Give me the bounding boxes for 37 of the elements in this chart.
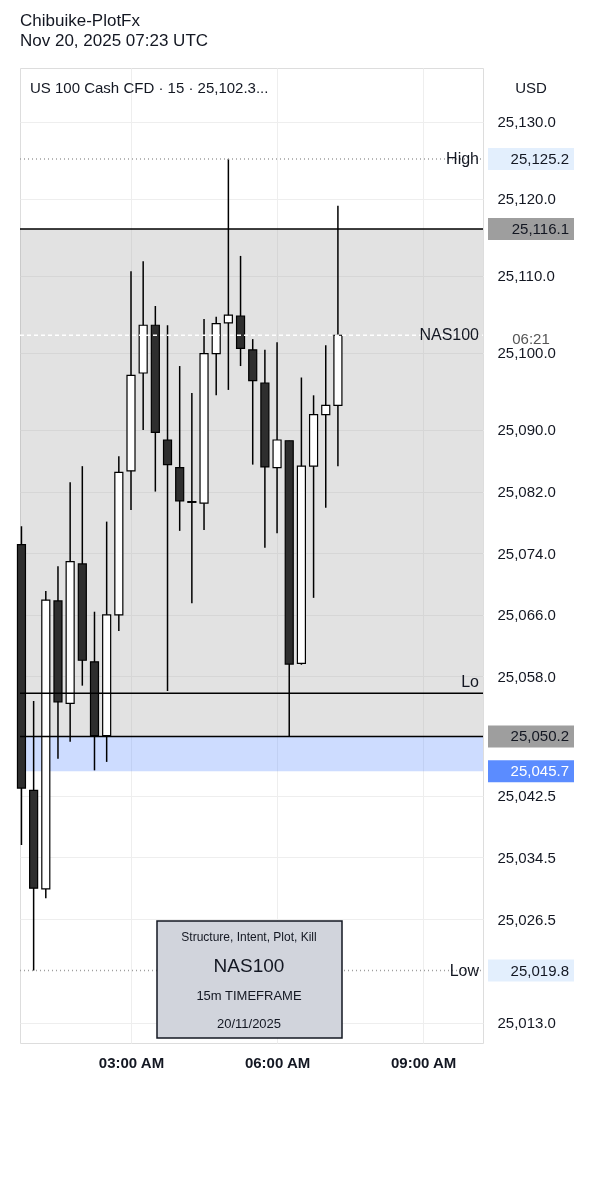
annotation: Lo <box>461 673 480 691</box>
annotation: Low <box>449 961 480 979</box>
annotation: NAS100 <box>213 955 285 976</box>
annotation: NAS100 <box>419 326 480 344</box>
x-tick-label: 06:00 AM <box>244 1053 311 1071</box>
candlestick <box>321 344 331 509</box>
y-tick-label: 25,026.5 <box>497 910 556 928</box>
annotation: High <box>446 149 479 167</box>
x-tick-label: 09:00 AM <box>390 1053 457 1071</box>
annotation: Structure, Intent, Plot, Kill <box>181 930 317 944</box>
annotation: 15m TIMEFRAME <box>196 988 302 1003</box>
y-tick-label: 25,066.0 <box>497 606 556 624</box>
ref-line-label: 25,116.1 <box>511 219 569 237</box>
text: 06:21 <box>512 330 550 347</box>
y-tick-label: 25,110.0 <box>497 267 555 285</box>
ref-line-label: 25,019.8 <box>510 961 569 979</box>
text: USD <box>515 79 547 96</box>
y-tick-label: 25,130.0 <box>497 113 556 131</box>
y-tick-label: 25,120.0 <box>497 190 556 208</box>
y-tick-label: 25,090.0 <box>497 421 556 439</box>
band-label: 25,045.7 <box>510 762 569 780</box>
ref-line-label: 25,050.2 <box>510 727 569 745</box>
y-tick-label: 25,034.5 <box>497 848 556 866</box>
y-tick-label: 25,074.0 <box>497 544 556 562</box>
chart-subtitle: Nov 20, 2025 07:23 UTC <box>20 31 209 50</box>
y-tick-label: 25,013.0 <box>497 1014 556 1032</box>
chart-title: Chibuike-PlotFx <box>20 11 141 30</box>
y-tick-label: 25,100.0 <box>497 344 556 362</box>
y-tick-label: 25,082.0 <box>497 483 556 501</box>
y-tick-label: 25,058.0 <box>497 667 556 685</box>
y-tick-label: 25,042.5 <box>497 787 556 805</box>
candlestick <box>162 324 173 692</box>
x-tick-label: 03:00 AM <box>98 1053 165 1071</box>
candlestick <box>187 392 197 604</box>
annotation: 20/11/2025 <box>216 1016 282 1031</box>
ref-line-label: 25,125.2 <box>510 149 569 167</box>
annotation: US 100 Cash CFD · 15 · 25,102.3... <box>30 79 269 96</box>
